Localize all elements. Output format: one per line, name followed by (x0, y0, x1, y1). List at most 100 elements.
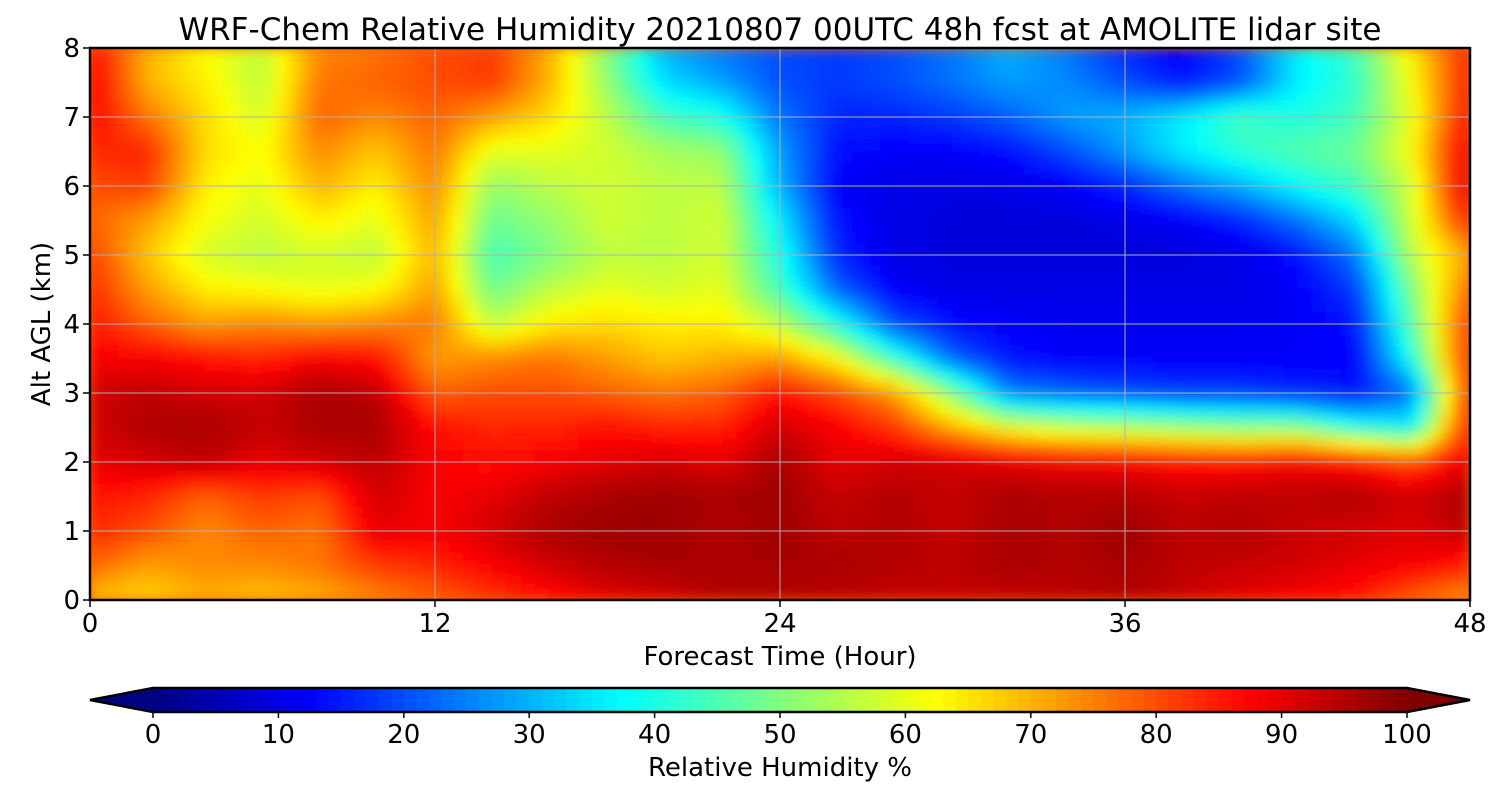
heatmap-cell (1325, 472, 1342, 486)
heatmap-cell (305, 392, 321, 406)
heatmap-cell (218, 530, 235, 544)
heatmap-cell (463, 219, 479, 233)
heatmap-cell (1325, 288, 1342, 302)
heatmap-cell (506, 300, 522, 314)
heatmap-cell (1138, 242, 1155, 256)
heatmap-cell (693, 311, 709, 325)
heatmap-cell (951, 127, 968, 141)
heatmap-cell (132, 219, 149, 233)
heatmap-cell (908, 495, 925, 509)
heatmap-cell (808, 380, 824, 394)
heatmap-cell (477, 116, 494, 130)
heatmap-cell (549, 392, 565, 406)
heatmap-cell (161, 150, 177, 164)
heatmap-cell (1325, 219, 1342, 233)
heatmap-cell (1455, 472, 1470, 486)
heatmap-cell (1268, 426, 1284, 440)
heatmap-cell (937, 254, 954, 268)
heatmap-cell (592, 219, 609, 233)
heatmap-cell (1239, 461, 1255, 475)
heatmap-cell (1052, 48, 1069, 61)
heatmap-cell (563, 495, 580, 509)
heatmap-cell (1038, 541, 1054, 555)
heatmap-cell (1397, 380, 1414, 394)
heatmap-cell (420, 300, 436, 314)
heatmap-cell (1325, 265, 1342, 279)
heatmap-cell (1009, 231, 1025, 245)
heatmap-cell (765, 334, 781, 348)
heatmap-cell (549, 231, 565, 245)
heatmap-cell (1239, 150, 1255, 164)
heatmap-cell (132, 127, 149, 141)
heatmap-cell (592, 438, 609, 452)
heatmap-cell (563, 380, 580, 394)
heatmap-cell (161, 48, 177, 61)
heatmap-cell (1325, 369, 1342, 383)
heatmap-cell (793, 254, 810, 268)
heatmap-cell (664, 346, 680, 360)
heatmap-cell (678, 70, 695, 84)
heatmap-cell (305, 48, 321, 61)
heatmap-cell (1225, 311, 1241, 325)
heatmap-cell (765, 541, 781, 555)
heatmap-cell (506, 162, 522, 176)
heatmap-cell (995, 426, 1011, 440)
heatmap-cell (276, 93, 292, 107)
heatmap-cell (1181, 518, 1198, 532)
heatmap-cell (1354, 196, 1370, 210)
heatmap-cell (103, 346, 120, 360)
heatmap-cell (1426, 277, 1442, 291)
heatmap-cell (606, 288, 623, 302)
heatmap-cell (362, 277, 379, 291)
heatmap-cell (376, 242, 393, 256)
heatmap-cell (1354, 334, 1370, 348)
heatmap-cell (161, 507, 177, 521)
heatmap-cell (1325, 104, 1342, 118)
heatmap-cell (376, 116, 393, 130)
heatmap-cell (204, 254, 220, 268)
heatmap-cell (1282, 438, 1299, 452)
heatmap-cell (535, 48, 551, 61)
heatmap-cell (333, 426, 350, 440)
heatmap-cell (506, 81, 522, 95)
heatmap-cell (305, 553, 321, 567)
heatmap-cell (405, 449, 422, 463)
heatmap-cell (1110, 564, 1126, 578)
heatmap-cell (118, 277, 134, 291)
heatmap-cell (1282, 426, 1299, 440)
heatmap-cell (1253, 242, 1270, 256)
heatmap-cell (204, 48, 220, 61)
heatmap-cell (1426, 461, 1442, 475)
heatmap-cell (1138, 70, 1155, 84)
heatmap-cell (650, 254, 666, 268)
heatmap-cell (1368, 392, 1385, 406)
heatmap-cell (621, 265, 637, 279)
heatmap-cell (463, 93, 479, 107)
heatmap-cell (1167, 150, 1184, 164)
heatmap-cell (362, 196, 379, 210)
heatmap-cell (822, 392, 839, 406)
heatmap-cell (721, 231, 738, 245)
heatmap-cell (592, 185, 609, 199)
heatmap-cell (779, 518, 795, 532)
heatmap-cell (1253, 426, 1270, 440)
heatmap-cell (1009, 288, 1025, 302)
heatmap-cell (707, 472, 724, 486)
heatmap-cell (247, 185, 264, 199)
heatmap-cell (578, 208, 594, 222)
heatmap-cell (1181, 449, 1198, 463)
heatmap-cell (1440, 438, 1457, 452)
heatmap-cell (951, 530, 968, 544)
heatmap-cell (1340, 472, 1356, 486)
heatmap-cell (880, 380, 896, 394)
heatmap-cell (491, 426, 508, 440)
heatmap-cell (175, 426, 192, 440)
heatmap-cell (592, 323, 609, 337)
heatmap-cell (736, 116, 752, 130)
heatmap-cell (290, 392, 307, 406)
heatmap-cell (520, 530, 537, 544)
heatmap-cell (592, 116, 609, 130)
heatmap-cell (90, 277, 105, 291)
heatmap-cell (1181, 484, 1198, 498)
heatmap-cell (621, 541, 637, 555)
